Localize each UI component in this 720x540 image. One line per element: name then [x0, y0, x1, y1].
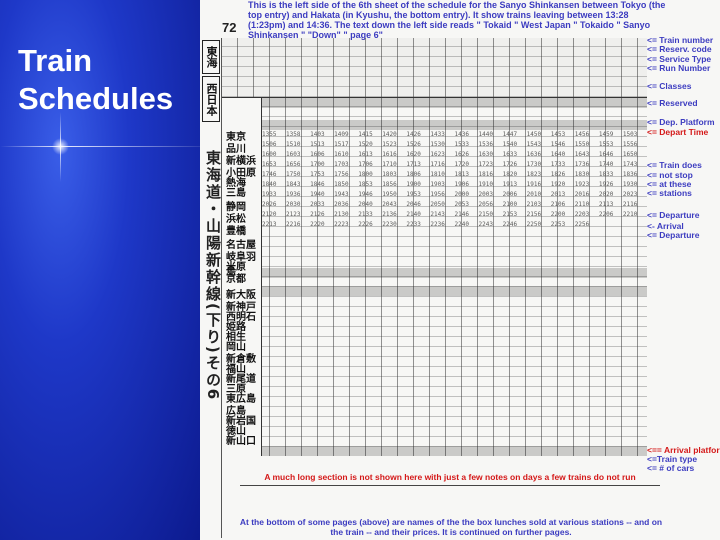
schedule-scan: This is the left side of the 6th sheet o… — [200, 0, 720, 540]
legend-num-cars: <= # of cars — [647, 463, 695, 473]
station-label: 新大阪 — [226, 290, 256, 301]
legend-not-stop: <= not stop — [647, 170, 693, 180]
legend-classes: <= Classes — [647, 81, 692, 91]
legend-departure-2: <= Departure — [647, 230, 700, 240]
station-label: 品川 — [226, 144, 246, 155]
station-label: 静岡 — [226, 202, 246, 213]
station-label: 西明石 — [226, 312, 256, 323]
station-label: 京都 — [226, 274, 246, 285]
slide-left-panel: Train Schedules — [0, 0, 200, 540]
station-label: 三原 — [226, 384, 246, 395]
side-box-tokai: 東海 — [202, 40, 220, 74]
timetable-cells: 1355 1358 1403 1409 1415 1420 1426 1433 … — [262, 131, 638, 228]
station-label: 東京 — [226, 132, 246, 143]
station-label: 相生 — [226, 332, 246, 343]
station-label: 名古屋 — [226, 240, 256, 251]
middle-annotation: A much long section is not shown here wi… — [264, 472, 636, 482]
legend-dep-platform: <= Dep. Platform — [647, 117, 715, 127]
station-label: 姫路 — [226, 322, 246, 333]
slide-title-line1: Train — [18, 43, 93, 78]
slide-title-line2: Schedules — [18, 81, 174, 116]
legend-arrival-platform: <== Arrival platform — [647, 445, 720, 455]
station-label: 広島 — [226, 406, 246, 417]
station-label: 福山 — [226, 364, 246, 375]
side-vertical-title: 東海道・山陽新幹線(下り)その6 — [204, 150, 222, 402]
legend-train-type: <=Train type — [647, 454, 698, 464]
station-label: 新神戸 — [226, 302, 256, 313]
station-label: 東広島 — [226, 394, 256, 405]
station-label: 岐阜羽島 — [226, 252, 256, 278]
station-label: 新岩国 — [226, 416, 256, 427]
legend-departure-1: <= Departure — [647, 210, 700, 220]
legend-train-number: <= Train number — [647, 35, 714, 45]
legend-at-these: <= at these — [647, 179, 692, 189]
legend-depart-time: <= Depart Time — [647, 127, 709, 137]
station-label: 小田原 — [226, 168, 256, 179]
station-label: 徳山 — [226, 426, 246, 437]
station-label: 三島 — [226, 188, 246, 199]
station-label: 岡山 — [226, 342, 246, 353]
station-label: 新山口 — [226, 436, 256, 447]
legend-stations: <= stations — [647, 188, 692, 198]
station-label: 熱海 — [226, 178, 246, 189]
legend-reserv-code: <= Reserv. code — [647, 44, 712, 54]
station-label: 新尾道 — [226, 374, 256, 385]
legend-reserved: <= Reserved — [647, 98, 698, 108]
grid-band — [262, 286, 647, 296]
station-column: 東京 品川 新横浜 小田原 熱海 三島 静岡 浜松 豊橋 名古屋 岐阜羽島 米原… — [222, 98, 262, 456]
grid-band — [262, 120, 647, 130]
timetable-header — [222, 38, 647, 98]
legend-run-number: <= Run Number — [647, 63, 711, 73]
station-label: 豊橋 — [226, 226, 246, 237]
side-strip: 東海 西日本 東海道・山陽新幹線(下り)その6 — [200, 38, 222, 538]
legend-train-does: <= Train does — [647, 160, 702, 170]
side-box-west-japan: 西日本 — [202, 76, 220, 122]
slide-title: Train Schedules — [18, 42, 198, 118]
page-number: 72 — [222, 20, 237, 35]
station-label: 新横浜 — [226, 156, 256, 167]
timetable-grid — [222, 38, 647, 456]
decorative-glint-center — [52, 138, 69, 155]
box-lunch-table — [240, 485, 660, 515]
top-annotation: This is the left side of the 6th sheet o… — [248, 0, 666, 40]
grid-band — [262, 446, 647, 456]
grid-band — [262, 268, 647, 278]
legend-arrival: <- Arrival — [647, 221, 684, 231]
decorative-glint-horizontal — [0, 146, 200, 147]
station-label: 新倉敷 — [226, 354, 256, 365]
station-label: 米原 — [226, 262, 246, 273]
station-label: 浜松 — [226, 214, 246, 225]
grid-band — [262, 98, 647, 108]
legend-service-type: <= Service Type — [647, 54, 712, 64]
bottom-annotation: At the bottom of some pages (above) are … — [239, 517, 663, 537]
